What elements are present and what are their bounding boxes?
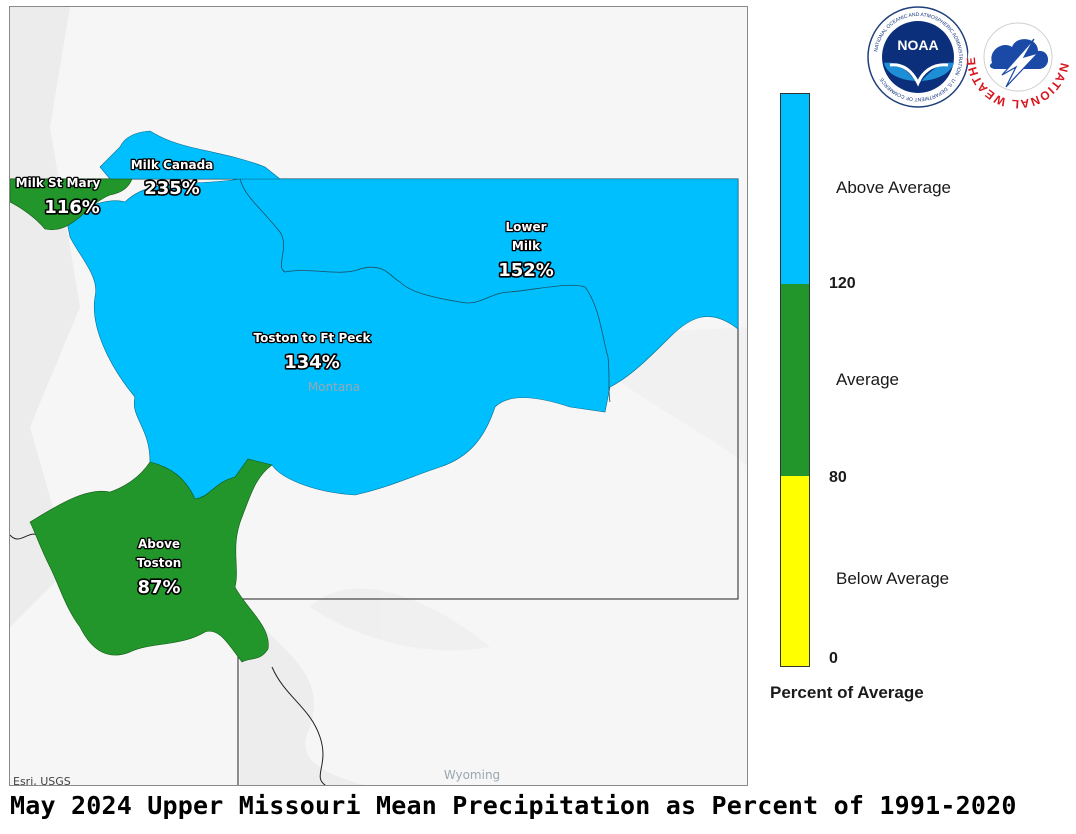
basin-map: Milk St Mary 116% Milk Canada 235% Lower… [10, 7, 747, 786]
pct-lower-milk: 152% [498, 260, 554, 281]
legend-tick-80: 80 [829, 469, 847, 486]
legend-swatch-below [781, 475, 809, 666]
label-lower-milk-line2: Milk [512, 239, 541, 253]
legend-swatch-above [781, 94, 809, 285]
noaa-logo-text: NOAA [897, 37, 938, 53]
legend-title: Percent of Average [770, 683, 924, 702]
basin-milk-st-mary [10, 178, 133, 230]
legend-label-below: Below Average [836, 569, 950, 588]
label-milk-canada: Milk Canada [131, 158, 214, 172]
basin-boundaries [239, 178, 611, 403]
pct-toston-ft-peck: 134% [284, 352, 340, 373]
pct-milk-st-mary: 116% [44, 197, 100, 218]
agency-logos: NOAA NATIONAL OCEANIC AND ATMOSPHERIC AD… [866, 5, 1071, 109]
basin-toston-ft-peck [64, 178, 739, 500]
label-above-toston-line1: Above [138, 537, 180, 551]
legend-tick-120: 120 [829, 275, 856, 292]
page-title: May 2024 Upper Missouri Mean Precipitati… [10, 791, 1017, 820]
pct-milk-canada: 235% [144, 178, 200, 199]
legend-swatch-average [781, 284, 809, 476]
basin-above-toston [29, 458, 273, 663]
place-montana: Montana [308, 380, 360, 394]
basin-labels: Milk St Mary 116% Milk Canada 235% Lower… [13, 157, 555, 786]
label-milk-st-mary: Milk St Mary [16, 176, 101, 190]
legend-tick-0: 0 [829, 650, 838, 667]
label-above-toston-line2: Toston [137, 556, 182, 570]
noaa-logo: NOAA NATIONAL OCEANIC AND ATMOSPHERIC AD… [867, 6, 969, 108]
map-attribution: Esri, USGS [13, 775, 71, 786]
legend-color-bar [780, 93, 810, 667]
basin-milk-canada [99, 130, 281, 180]
place-wyoming: Wyoming [444, 768, 500, 782]
legend-label-above: Above Average [836, 178, 951, 197]
pct-above-toston: 87% [137, 577, 180, 598]
map-frame: Milk St Mary 116% Milk Canada 235% Lower… [9, 6, 748, 786]
legend-label-average: Average [836, 370, 900, 389]
idaho-border-south [271, 666, 327, 785]
label-toston-ft-peck: Toston to Ft Peck [254, 331, 372, 345]
label-lower-milk-line1: Lower [505, 220, 546, 234]
